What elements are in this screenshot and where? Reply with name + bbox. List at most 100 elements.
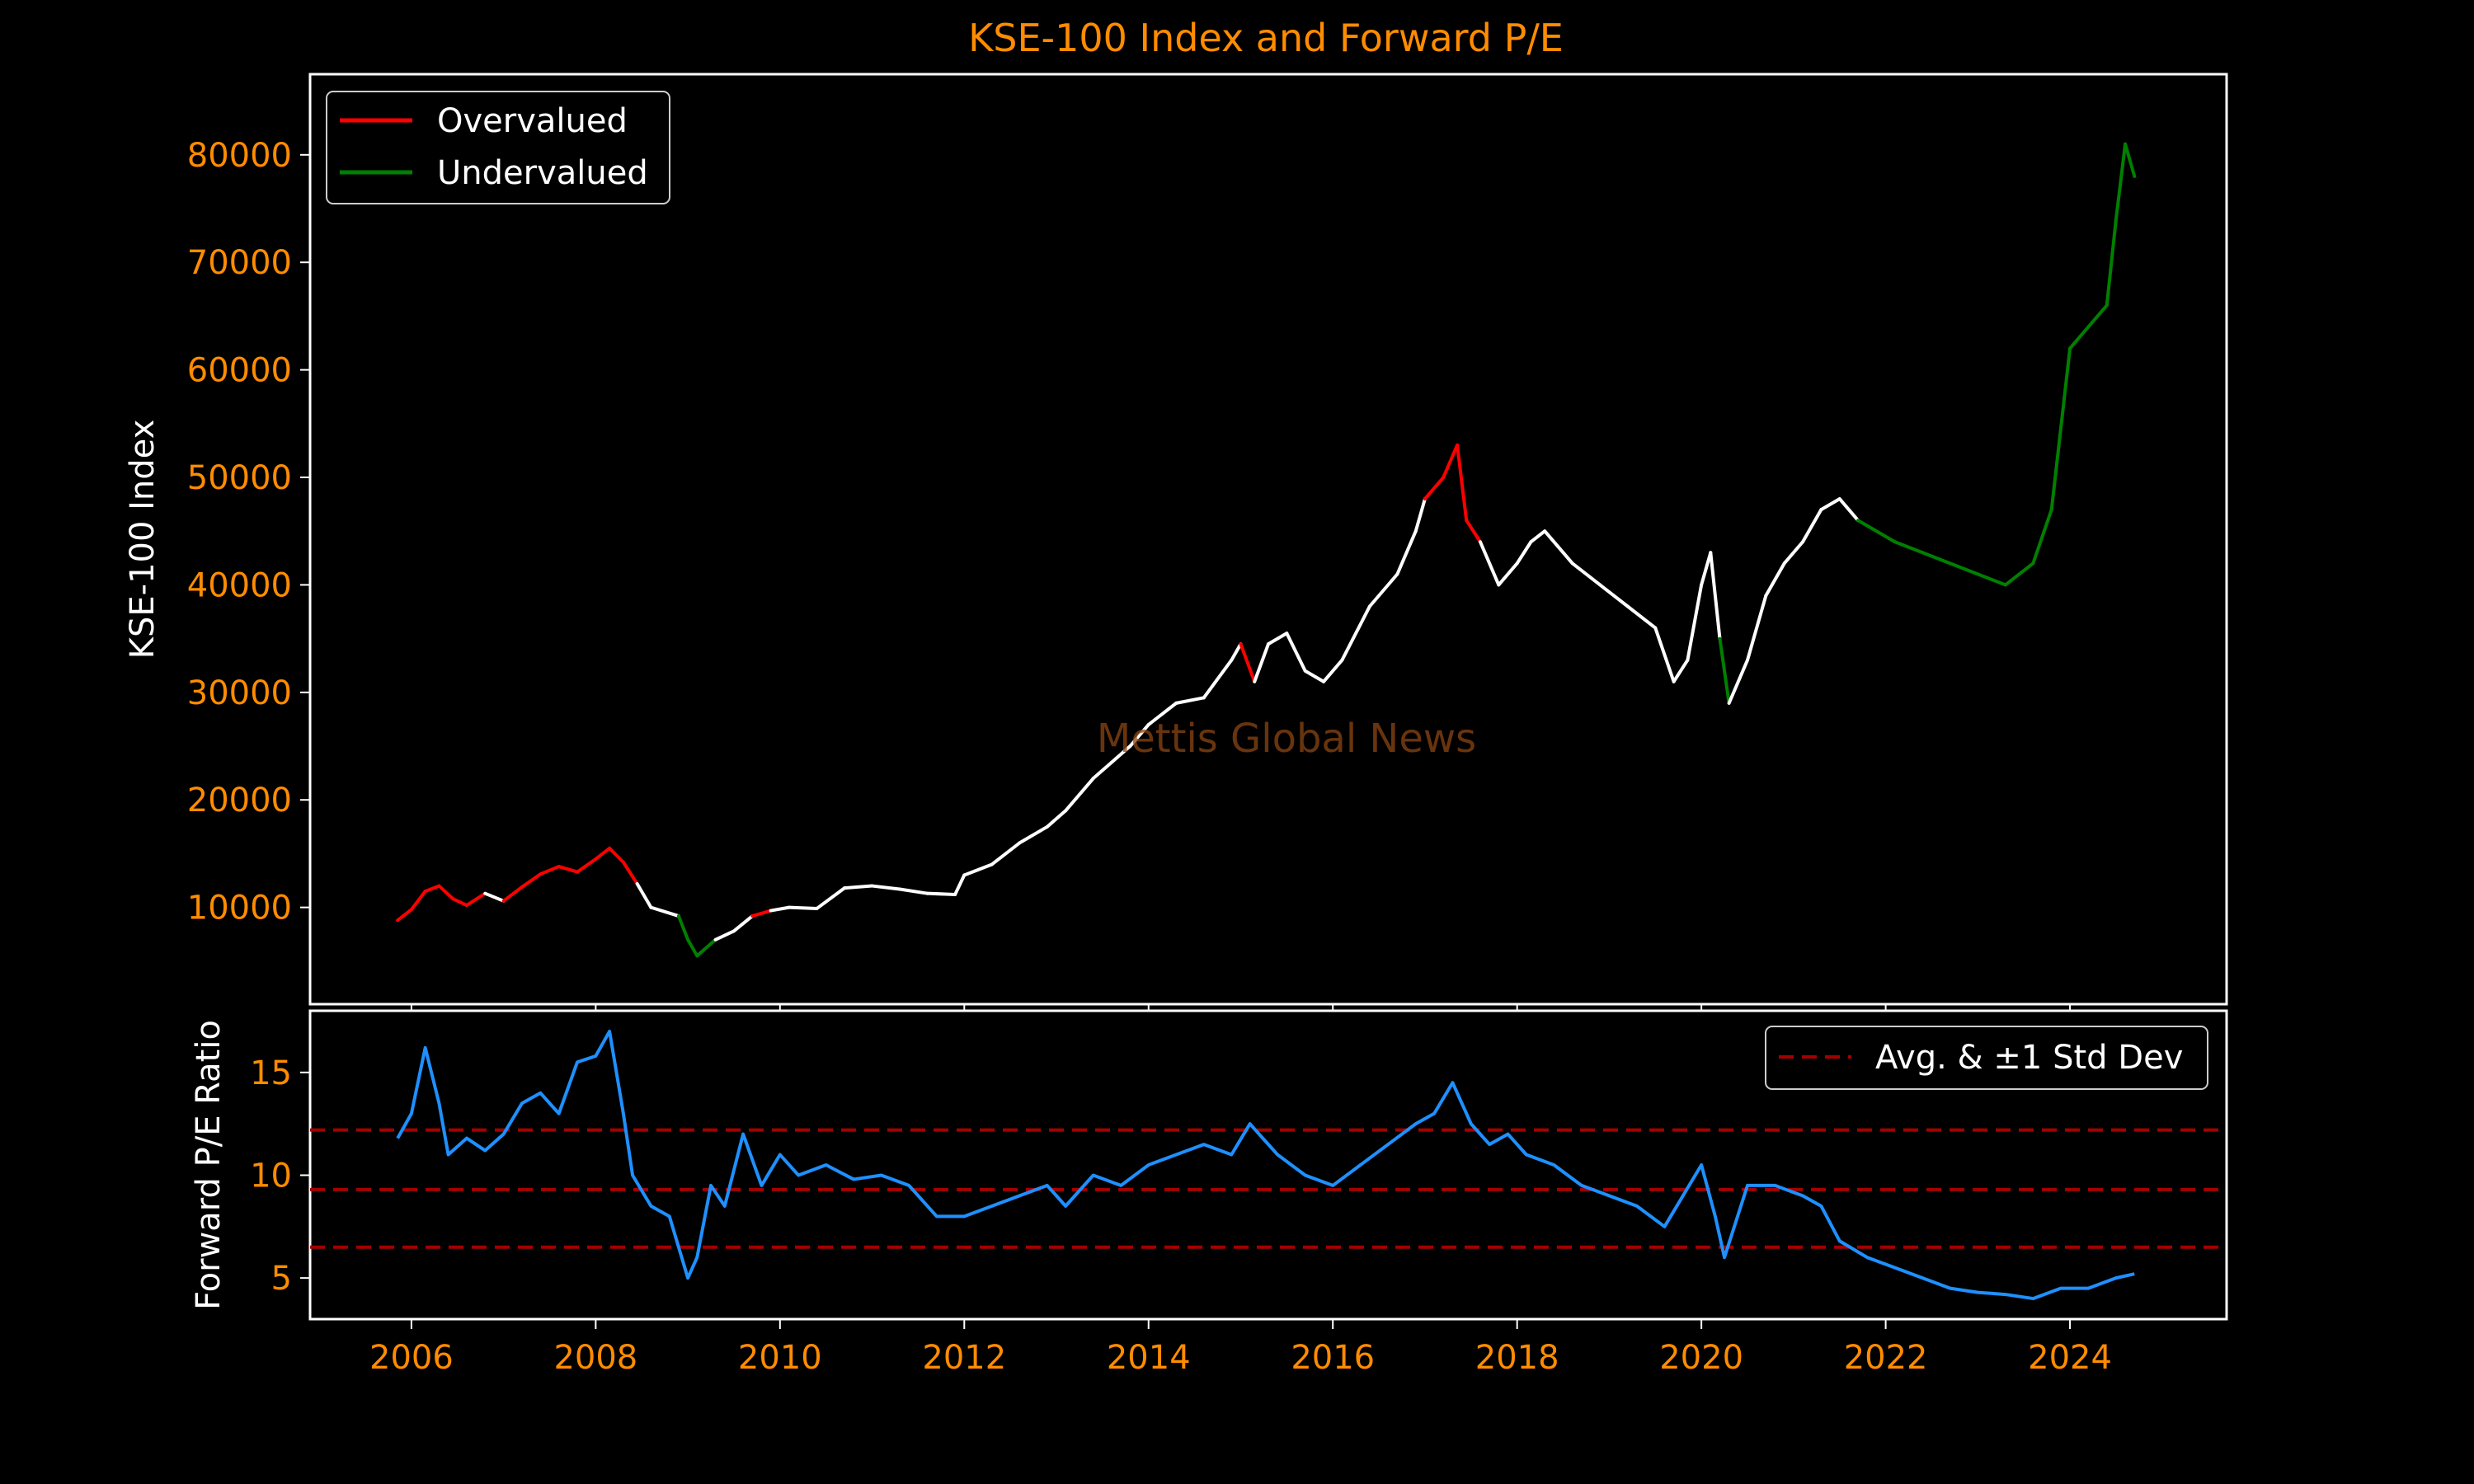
index-line-segment-neutral bbox=[843, 884, 874, 890]
index-line-segment-neutral bbox=[815, 886, 847, 910]
index-line-segment-under bbox=[1718, 636, 1731, 705]
index-line-segment-neutral bbox=[1746, 594, 1768, 662]
index-line-segment-over bbox=[1442, 443, 1460, 480]
index-line-segment-over bbox=[1423, 476, 1446, 501]
legend-label-avg-std: Avg. & ±1 Std Dev bbox=[1875, 1039, 2183, 1077]
index-line-segment-neutral bbox=[1764, 561, 1786, 598]
pe-y-tick-label: 5 bbox=[271, 1260, 292, 1298]
index-line-segment-over bbox=[501, 885, 524, 903]
chart-title: KSE-100 Index and Forward P/E bbox=[968, 16, 1564, 60]
index-y-tick-label: 40000 bbox=[187, 566, 292, 604]
pe-legend-box bbox=[1765, 1026, 2208, 1090]
index-line-segment-over bbox=[621, 860, 639, 885]
index-line-segment-under bbox=[2086, 303, 2109, 329]
index-line-segment-neutral bbox=[1515, 540, 1533, 566]
index-plot-frame bbox=[308, 73, 2228, 1006]
index-y-tick-label: 20000 bbox=[187, 782, 292, 819]
index-line-segment-neutral bbox=[1672, 658, 1690, 683]
pe-y-tick-label: 10 bbox=[250, 1157, 292, 1195]
index-line-segment-under bbox=[2105, 218, 2118, 308]
index-line-segment-under bbox=[686, 937, 699, 958]
index-line-segment-neutral bbox=[788, 905, 819, 910]
pe-reference-lines bbox=[310, 1128, 2227, 1249]
index-line-segment-under bbox=[1921, 551, 1952, 566]
index-line-segment-neutral bbox=[1529, 529, 1547, 544]
index-y-tick-label: 50000 bbox=[187, 459, 292, 497]
pe-ratio-line bbox=[396, 1029, 2135, 1301]
index-line-segment-over bbox=[464, 891, 487, 908]
index-line-segment-neutral bbox=[1045, 809, 1068, 829]
index-line-segment-neutral bbox=[1367, 572, 1399, 608]
index-line-segment-under bbox=[2003, 561, 2035, 587]
index-y-ticks: 10000 20000 30000 40000 50000 60000 70000 80000 bbox=[187, 137, 310, 928]
index-line-segment-over bbox=[1465, 519, 1482, 544]
pe-y-tick-label: 15 bbox=[250, 1054, 292, 1092]
pe-plot-frame bbox=[308, 1009, 2228, 1321]
index-line-segment-neutral bbox=[1819, 497, 1841, 512]
index-line-segment-neutral bbox=[1018, 824, 1049, 845]
index-line-segment-neutral bbox=[1340, 604, 1371, 662]
index-line-segment-over bbox=[1456, 443, 1469, 523]
index-line-segment-neutral bbox=[1128, 722, 1150, 749]
index-line-segment-neutral bbox=[649, 905, 680, 918]
index-y-tick-label: 60000 bbox=[187, 352, 292, 390]
index-y-tick-label: 10000 bbox=[187, 890, 292, 928]
index-line-segment-neutral bbox=[953, 873, 967, 896]
index-line-segment-neutral bbox=[898, 887, 929, 895]
index-line-segment-neutral bbox=[1782, 540, 1805, 566]
index-line-segment-under bbox=[1893, 540, 1925, 555]
x-tick-label: 2012 bbox=[922, 1339, 1006, 1377]
x-tick-label: 2016 bbox=[1291, 1339, 1375, 1377]
x-tick-label: 2020 bbox=[1659, 1339, 1743, 1377]
index-y-tick-label: 80000 bbox=[187, 137, 292, 175]
index-panel: KSE-100 Index 10000 20000 30000 40000 50000 6… bbox=[124, 73, 2228, 1006]
index-line-segment-neutral bbox=[483, 891, 506, 903]
index-line-segment-under bbox=[1856, 519, 1879, 533]
index-line-segment-neutral bbox=[1146, 701, 1178, 726]
index-line-segment-under bbox=[2049, 346, 2072, 512]
x-tick-label: 2024 bbox=[2028, 1339, 2112, 1377]
index-line-segment-neutral bbox=[1598, 583, 1630, 608]
index-line-segment-over bbox=[451, 897, 468, 908]
index-line-segment-under bbox=[695, 937, 717, 958]
index-line-segment-neutral bbox=[1413, 497, 1427, 533]
index-line-segment-over bbox=[539, 865, 561, 876]
index-legend: Overvalued Undervalued bbox=[326, 91, 670, 204]
index-line-segment-over bbox=[409, 890, 427, 912]
index-y-axis-label: KSE-100 Index bbox=[124, 420, 162, 660]
index-line-segment-neutral bbox=[990, 841, 1022, 866]
index-line-segment-under bbox=[1976, 572, 2007, 587]
index-line-segment-neutral bbox=[1091, 760, 1114, 781]
index-line-segment-over bbox=[423, 884, 441, 894]
index-line-segment-neutral bbox=[1285, 632, 1307, 673]
index-line-segment-over bbox=[750, 909, 773, 918]
index-line-segment-under bbox=[2031, 508, 2053, 566]
index-y-tick-label: 30000 bbox=[187, 674, 292, 712]
index-line-segment-over bbox=[520, 872, 543, 889]
index-line-segment-over bbox=[1239, 642, 1257, 683]
index-line-segment-over bbox=[576, 857, 598, 874]
index-line-segment-over bbox=[594, 846, 612, 861]
index-line-segment-neutral bbox=[1253, 642, 1270, 683]
index-line-segment-neutral bbox=[1709, 551, 1722, 641]
legend-label-overvalued: Overvalued bbox=[437, 102, 628, 140]
index-line-segment-under bbox=[2124, 142, 2137, 178]
pe-panel: Forward P/E Ratio 5 10 15 2006 2008 2010 2012… bbox=[190, 1004, 2228, 1377]
index-series bbox=[396, 142, 2137, 958]
index-y-tick-label: 70000 bbox=[187, 244, 292, 282]
index-line-segment-neutral bbox=[1700, 551, 1713, 587]
index-line-segment-neutral bbox=[1837, 497, 1860, 523]
index-line-segment-neutral bbox=[1110, 744, 1132, 764]
index-line-segment-over bbox=[437, 884, 455, 901]
index-line-segment-over bbox=[396, 908, 413, 923]
index-line-segment-neutral bbox=[1322, 658, 1344, 683]
index-line-segment-neutral bbox=[1202, 658, 1234, 700]
x-tick-label: 2006 bbox=[369, 1339, 454, 1377]
pe-y-axis-label: Forward P/E Ratio bbox=[190, 1020, 228, 1310]
index-line-segment-neutral bbox=[713, 929, 736, 942]
x-tick-label: 2022 bbox=[1844, 1339, 1928, 1377]
watermark-text: Mettis Global News bbox=[1097, 716, 1476, 762]
x-axis-ticks: 2006 2008 2010 2012 2014 2016 2018 2020 2022 2024 bbox=[369, 1004, 2112, 1377]
